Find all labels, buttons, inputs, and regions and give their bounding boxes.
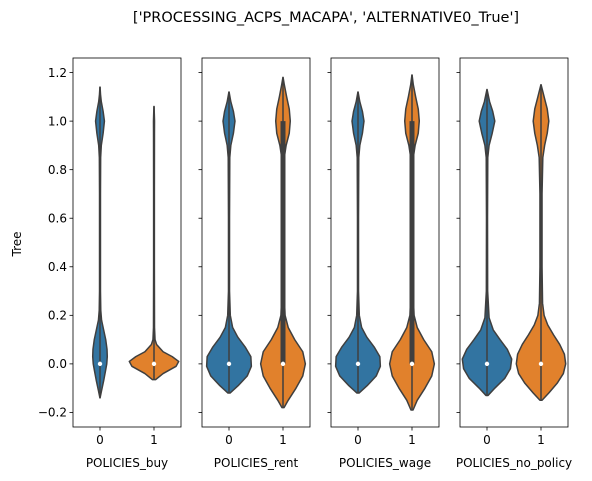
x-tick-label-1-0: 0	[96, 433, 104, 447]
y-tick-label-0: 1.2	[48, 66, 67, 80]
x-tick-label-4-1: 1	[537, 433, 545, 447]
y-tick-label-6: 0.0	[48, 357, 67, 371]
violin-median-4-1	[538, 361, 544, 367]
panel-frame-2	[201, 57, 311, 428]
violin-iqr-3-1	[409, 121, 415, 364]
x-tick-label-2-0: 0	[225, 433, 233, 447]
x-tick-label-3-0: 0	[354, 433, 362, 447]
y-tick-label-7: −0.2	[38, 406, 67, 420]
y-tick-label-4: 0.4	[48, 260, 67, 274]
panel-frame-3	[330, 57, 440, 428]
x-tick-label-4-0: 0	[483, 433, 491, 447]
violin-median-2-0	[226, 361, 232, 367]
violin-median-2-1	[280, 361, 286, 367]
x-tick-label-2-1: 1	[279, 433, 287, 447]
panel-frame-4	[459, 57, 569, 428]
x-axis-label-3: POLICIES_wage	[339, 456, 431, 470]
panel-2: 0 1 POLICIES_rent	[198, 57, 311, 470]
y-tick-label-2: 0.8	[48, 163, 67, 177]
x-tick-label-1-1: 1	[150, 433, 158, 447]
x-axis-label-4: POLICIES_no_policy	[456, 456, 572, 470]
panel-4: 0 1 POLICIES_no_policy	[456, 57, 572, 470]
x-tick-label-3-1: 1	[408, 433, 416, 447]
x-axis-label-2: POLICIES_rent	[214, 456, 299, 470]
y-tick-label-3: 0.6	[48, 211, 67, 225]
panel-frame-1	[72, 57, 182, 428]
violin-median-1-1	[151, 361, 157, 367]
violin-median-4-0	[484, 361, 490, 367]
panel-3: 0 1 POLICIES_wage	[327, 57, 440, 470]
panels-group: 1.2 1.0 0.8 0.6 0.4 0.2 0.0 −0.2 0 1 POLICIES_buy 0…	[38, 57, 572, 470]
violin-median-1-0	[97, 361, 103, 367]
y-tick-label-5: 0.2	[48, 309, 67, 323]
y-axis-label: Tree	[10, 231, 24, 257]
panel-1: 1.2 1.0 0.8 0.6 0.4 0.2 0.0 −0.2 0 1 POLICIES_buy	[38, 57, 182, 470]
violin-median-3-1	[409, 361, 415, 367]
x-axis-label-1: POLICIES_buy	[86, 456, 168, 470]
violin-iqr-2-1	[280, 121, 286, 364]
y-tick-label-1: 1.0	[48, 114, 67, 128]
violin-median-3-0	[355, 361, 361, 367]
chart-title: ['PROCESSING_ACPS_MACAPA', 'ALTERNATIVE0…	[133, 10, 519, 26]
